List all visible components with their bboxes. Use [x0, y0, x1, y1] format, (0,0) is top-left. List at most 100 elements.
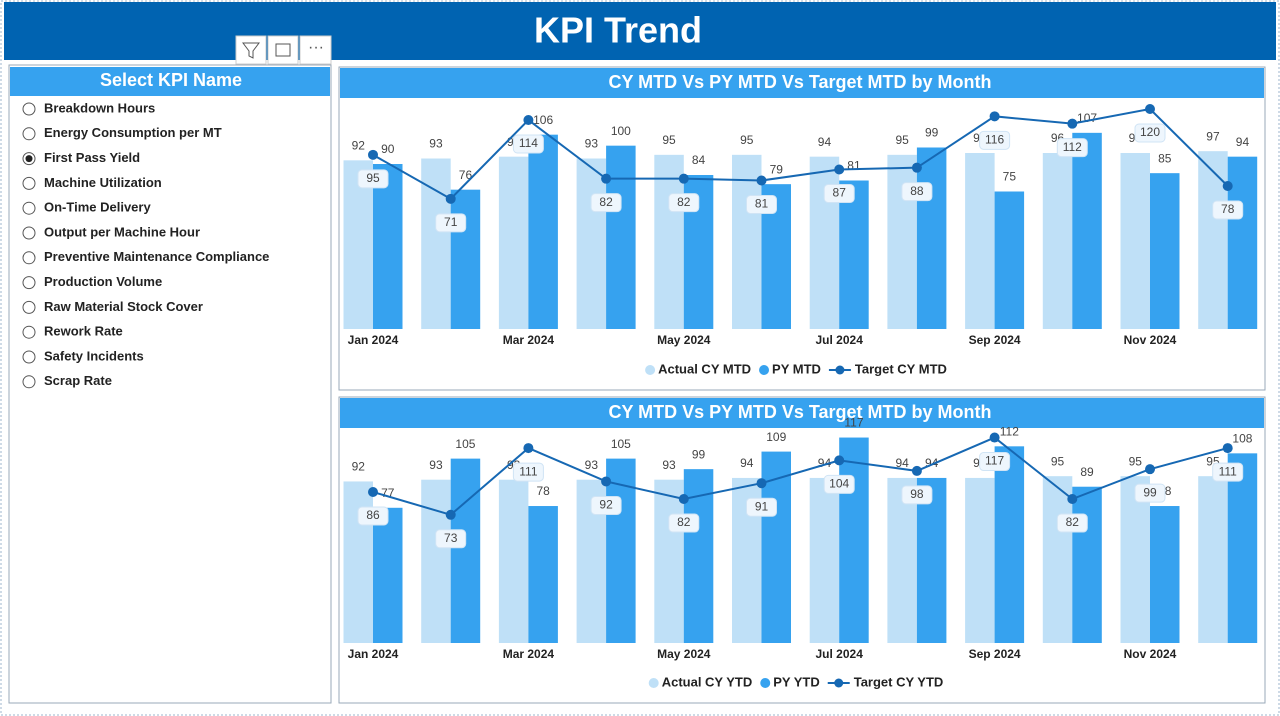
data-label: 109 — [766, 430, 786, 444]
line-marker — [678, 494, 689, 505]
bar — [1072, 486, 1102, 643]
radio-button[interactable] — [22, 375, 36, 389]
bar — [498, 156, 529, 329]
bar — [994, 446, 1025, 643]
radio-button[interactable] — [22, 276, 36, 290]
legend-item[interactable]: Actual CY MTD — [645, 361, 751, 376]
bar — [498, 479, 529, 643]
bar — [994, 191, 1025, 329]
radio-button[interactable] — [22, 127, 36, 141]
radio-button[interactable] — [22, 226, 36, 240]
bar — [887, 477, 917, 643]
data-label: 88 — [910, 184, 924, 198]
slicer-item[interactable]: Output per Machine Hour — [22, 224, 200, 240]
focus-icon[interactable] — [267, 35, 299, 65]
slicer-item[interactable]: Breakdown Hours — [22, 100, 155, 116]
chart-header — [340, 398, 1264, 428]
legend-item[interactable]: Target CY MTD — [828, 361, 947, 376]
line-marker — [601, 173, 612, 184]
line-marker — [523, 115, 534, 125]
target-line — [372, 436, 1228, 516]
data-label-box — [1134, 123, 1166, 143]
radio-button[interactable] — [22, 300, 36, 314]
slicer-item[interactable]: Safety Incidents — [22, 348, 144, 364]
data-label: 94 — [818, 135, 832, 149]
data-label: 82 — [677, 195, 691, 209]
legend-item[interactable]: PY MTD — [759, 361, 821, 376]
data-label: 92 — [352, 460, 366, 474]
line-marker — [1067, 118, 1078, 129]
data-label: 75 — [1003, 170, 1017, 184]
legend: Actual CY MTD PY MTD Target CY MTD — [645, 361, 947, 376]
bar — [732, 154, 762, 329]
line-marker — [445, 509, 456, 520]
data-label: 117 — [985, 454, 1004, 468]
legend-item[interactable]: PY YTD — [760, 674, 820, 689]
legend-label: PY MTD — [772, 361, 821, 376]
chart-header — [340, 68, 1264, 98]
radio-button[interactable] — [22, 350, 36, 364]
legend-marker — [834, 678, 844, 688]
legend-item[interactable]: Actual CY YTD — [648, 674, 753, 689]
data-label-box — [746, 195, 777, 214]
radio-button[interactable] — [22, 325, 36, 339]
legend-label: Target CY MTD — [855, 361, 947, 376]
line-marker — [445, 193, 456, 204]
radio-button[interactable] — [22, 176, 36, 190]
data-label: 93 — [585, 458, 599, 472]
data-label: 93 — [429, 458, 443, 472]
data-label-box — [512, 134, 544, 154]
bar — [1042, 153, 1073, 329]
bar — [887, 154, 917, 329]
slicer-item-label: Preventive Maintenance Compliance — [44, 249, 269, 264]
data-label-box — [901, 182, 933, 202]
slicer-item[interactable]: Machine Utilization — [22, 175, 162, 190]
line-marker — [989, 432, 1000, 443]
slicer-item[interactable]: Preventive Maintenance Compliance — [22, 249, 269, 265]
data-label-box — [668, 513, 700, 533]
slicer-item[interactable]: First Pass Yield — [22, 150, 140, 166]
slicer-item[interactable]: Energy Consumption per MT — [22, 125, 222, 141]
radio-button[interactable] — [22, 102, 36, 116]
line-marker — [1145, 464, 1155, 475]
radio-button[interactable] — [22, 201, 36, 215]
data-label-box — [512, 462, 544, 482]
filter-icon[interactable] — [235, 35, 267, 65]
data-label: 94 — [740, 456, 754, 470]
bar — [450, 458, 481, 643]
data-label-box — [1212, 462, 1244, 482]
data-label: 82 — [1066, 515, 1080, 529]
legend-item[interactable]: Target CY YTD — [827, 674, 944, 689]
bar — [1227, 156, 1258, 329]
data-label: 93 — [429, 137, 443, 151]
bar — [1120, 153, 1150, 329]
legend-marker — [648, 678, 659, 688]
line-marker — [989, 111, 1000, 122]
legend: Actual CY YTD PY YTD Target CY YTD — [648, 674, 944, 689]
data-label: 92 — [599, 498, 613, 512]
line-marker — [1222, 181, 1233, 191]
slicer-item-label: Safety Incidents — [44, 348, 144, 363]
radio-button[interactable] — [22, 251, 36, 265]
line-marker — [368, 486, 378, 497]
more-glyph: ··· — [308, 39, 324, 56]
slicer-item[interactable]: Production Volume — [22, 274, 162, 290]
chart-panel — [338, 66, 1266, 391]
data-label-box — [590, 193, 622, 213]
slicer-item[interactable]: Rework Rate — [22, 324, 123, 339]
slicer-item-label: Output per Machine Hour — [44, 224, 200, 239]
data-label: 81 — [755, 197, 769, 211]
slicer-item[interactable]: On-Time Delivery — [22, 200, 151, 215]
slicer-item[interactable]: Raw Material Stock Cover — [22, 299, 203, 314]
data-label: 89 — [1080, 465, 1094, 479]
line-marker — [1067, 494, 1078, 505]
legend-label: Actual CY YTD — [662, 674, 753, 689]
slicer-item[interactable]: Scrap Rate — [22, 373, 112, 389]
data-label: 116 — [985, 133, 1004, 147]
data-label-box — [590, 495, 622, 515]
bar — [528, 506, 558, 643]
more-icon[interactable] — [299, 35, 332, 65]
data-label: 82 — [677, 515, 691, 529]
data-label: 95 — [1051, 454, 1065, 468]
bar — [1120, 476, 1150, 643]
